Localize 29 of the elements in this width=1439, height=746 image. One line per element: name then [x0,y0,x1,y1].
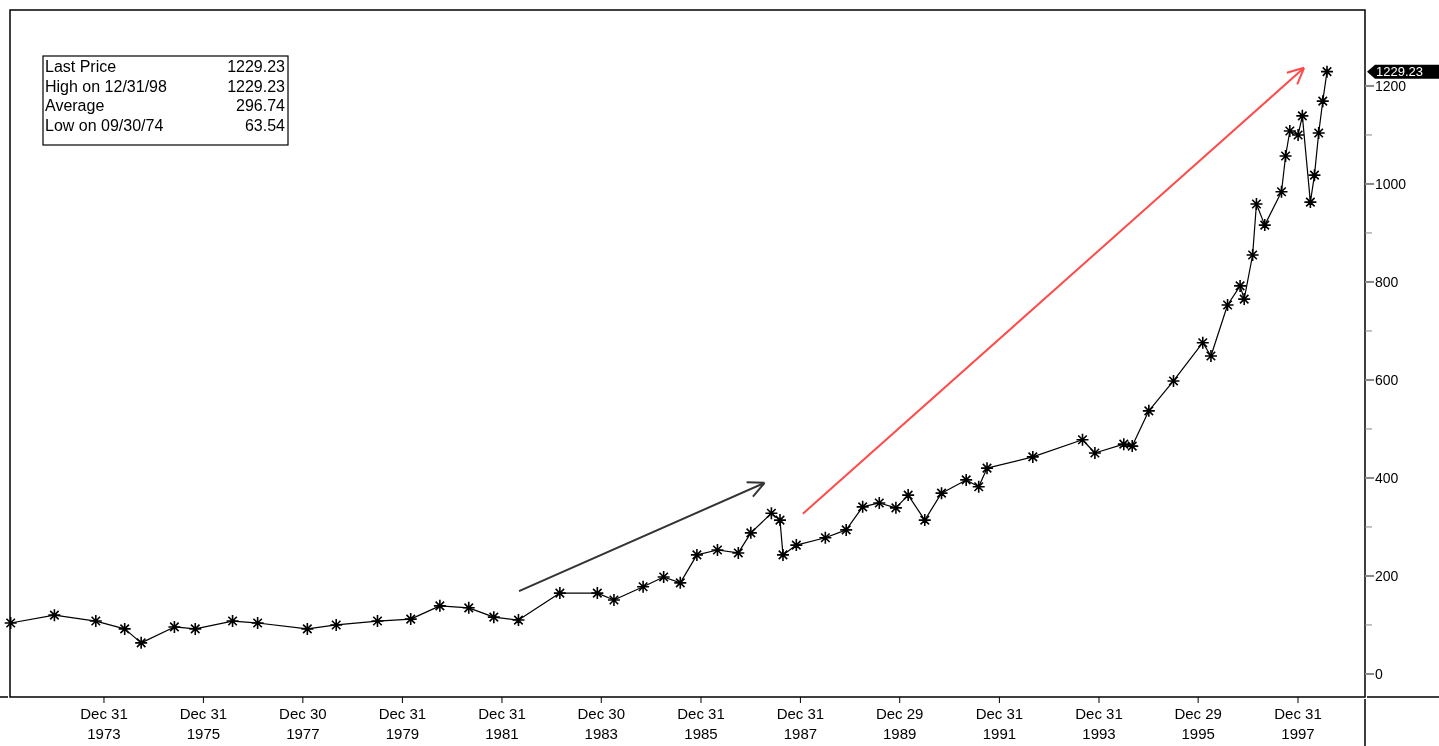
annotation: Low on 09/30/74 [45,116,164,134]
x-tick-label: Dec 31 1973 [80,705,128,742]
y-tick-label: 600 [1375,371,1399,388]
annotation: 63.54 [244,116,286,134]
y-tick-label: 200 [1375,567,1399,584]
y-tick-label: 0 [1375,665,1383,682]
x-tick-label: Dec 31 1979 [378,705,427,742]
y-tick-label: 800 [1375,273,1399,290]
x-tick-label: Dec 31 1993 [1075,705,1123,742]
annotation: 1229.23 [227,77,286,95]
x-tick-label: Dec 31 1975 [179,705,228,742]
annotation: Last Price [45,58,117,75]
y-tick-label: 400 [1375,469,1399,486]
x-tick-label: Dec 29 1989 [875,705,924,742]
annotation: 1229.23 [227,58,286,75]
text: 1229.23 [1376,64,1423,80]
x-tick-label: Dec 31 1997 [1274,705,1322,742]
x-tick-label: Dec 30 1977 [279,705,327,742]
y-tick-label: 1200 [1375,77,1407,94]
annotation: High on 12/31/98 [45,77,167,95]
x-tick-label: Dec 30 1983 [577,705,626,742]
x-tick-label: Dec 31 1981 [478,705,526,742]
annotation: Average [45,97,105,114]
x-tick-label: Dec 29 1995 [1174,705,1222,742]
x-tick-label: Dec 31 1987 [776,705,825,742]
annotation: 296.74 [236,97,286,114]
x-tick-label: Dec 31 1985 [677,705,725,742]
y-tick-label: 1000 [1375,175,1407,192]
x-tick-label: Dec 31 1991 [975,705,1024,742]
